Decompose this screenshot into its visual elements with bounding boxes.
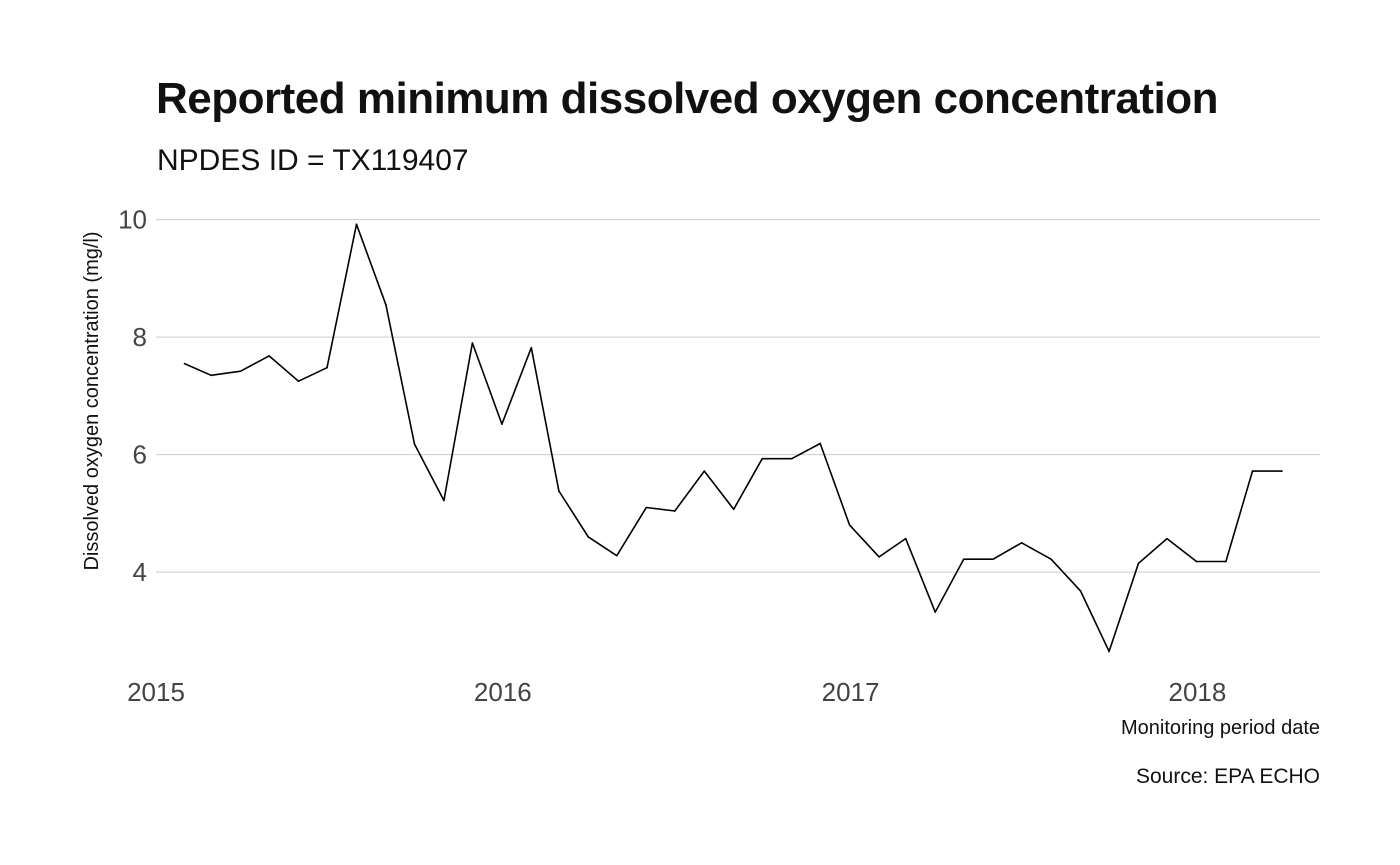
data-point — [819, 442, 821, 445]
data-point — [992, 558, 994, 560]
data-point — [1079, 590, 1082, 592]
data-point — [616, 554, 618, 557]
data-point — [790, 457, 793, 460]
data-point — [674, 510, 676, 512]
data-point — [904, 537, 907, 540]
series-group — [183, 223, 1283, 653]
data-point — [413, 443, 416, 445]
x-tick-label: 2016 — [474, 677, 532, 707]
y-tick-label: 6 — [133, 440, 147, 470]
data-point — [501, 423, 503, 425]
y-axis-ticks: 4 6 8 10 — [118, 205, 147, 588]
chart-title: Reported minimum dissolved oxygen concen… — [156, 74, 1219, 123]
data-point — [326, 366, 328, 369]
data-point — [1020, 541, 1023, 544]
x-axis-ticks: 2015 2016 2017 2018 — [127, 677, 1226, 707]
x-tick-label: 2017 — [822, 677, 880, 707]
series-line — [184, 223, 1282, 653]
data-point — [1225, 560, 1227, 563]
data-point — [268, 355, 270, 357]
data-point — [355, 223, 358, 226]
data-point — [703, 470, 706, 472]
data-point — [558, 490, 560, 492]
data-point — [848, 524, 851, 526]
x-axis-title: Monitoring period date — [1121, 717, 1320, 739]
data-point — [183, 362, 186, 365]
data-point — [385, 304, 387, 306]
data-point — [934, 611, 936, 613]
data-point — [443, 499, 445, 502]
data-point — [1281, 470, 1283, 472]
data-point — [1137, 562, 1140, 565]
data-point — [962, 558, 965, 560]
data-point — [239, 370, 242, 373]
y-tick-label: 10 — [118, 205, 147, 235]
gridlines — [156, 219, 1320, 573]
source-caption: Source: EPA ECHO — [1135, 765, 1320, 788]
x-tick-label: 2018 — [1169, 677, 1227, 707]
data-point — [878, 556, 880, 558]
y-tick-label: 8 — [133, 322, 147, 352]
data-point — [732, 508, 735, 511]
y-tick-label: 4 — [133, 557, 147, 587]
data-point — [297, 380, 300, 382]
chart-subtitle: NPDES ID = TX119407 — [157, 144, 469, 177]
data-point — [761, 457, 764, 460]
data-point — [471, 342, 474, 344]
data-point — [645, 506, 648, 509]
data-point — [1166, 537, 1168, 540]
data-point — [1195, 560, 1198, 563]
data-point — [1108, 650, 1110, 653]
y-axis-title: Dissolved oxygen concentration (mg/l) — [81, 231, 103, 570]
data-point — [1050, 558, 1052, 560]
data-point — [210, 374, 212, 377]
x-tick-label: 2015 — [127, 677, 185, 707]
data-point — [587, 536, 590, 538]
data-point — [530, 346, 533, 349]
data-point — [1251, 470, 1254, 472]
